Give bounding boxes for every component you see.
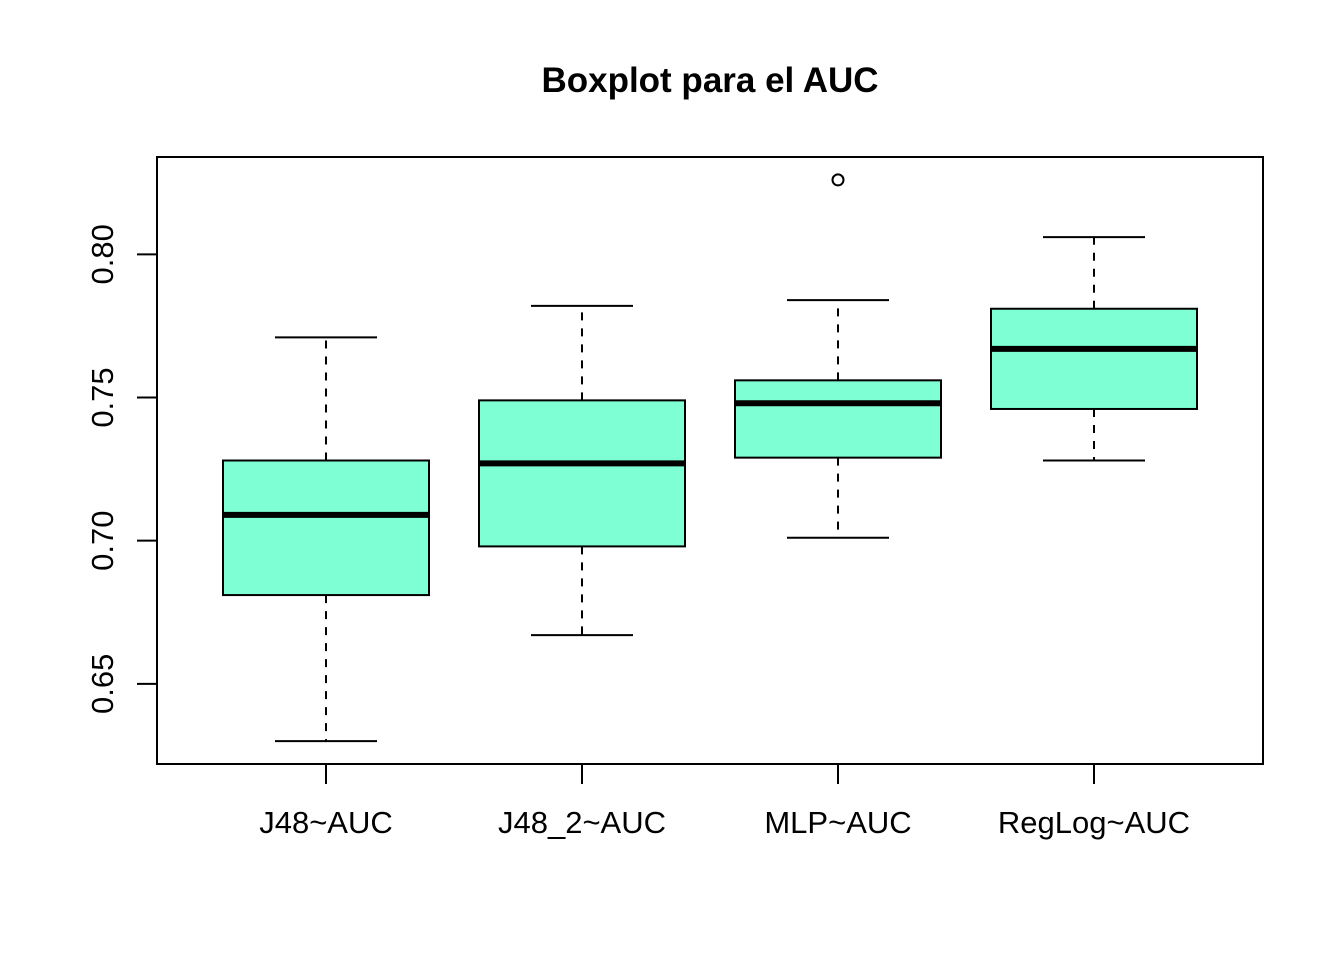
outlier-point [831,173,845,187]
y-tick-label: 0.80 [85,224,120,284]
y-axis: 0.65 0.70 0.75 0.80 [85,224,158,714]
box-3 [734,173,942,539]
chart-title: Boxplot para el AUC [541,61,878,100]
boxes-group [222,173,1198,743]
x-tick-label: RegLog~AUC [998,805,1190,840]
y-tick-label: 0.65 [85,654,120,714]
x-tick-label: MLP~AUC [764,805,911,840]
iqr-box [222,459,430,597]
iqr-box [734,379,942,459]
iqr-box [478,399,686,548]
x-tick-label: J48~AUC [259,805,393,840]
box-2 [478,304,686,637]
box-4 [990,236,1198,462]
y-tick-label: 0.70 [85,510,120,570]
x-axis: J48~AUC J48_2~AUC MLP~AUC RegLog~AUC [259,763,1190,840]
y-tick-label: 0.75 [85,367,120,427]
x-tick-label: J48_2~AUC [498,805,666,840]
box-1 [222,336,430,743]
iqr-box [990,307,1198,410]
